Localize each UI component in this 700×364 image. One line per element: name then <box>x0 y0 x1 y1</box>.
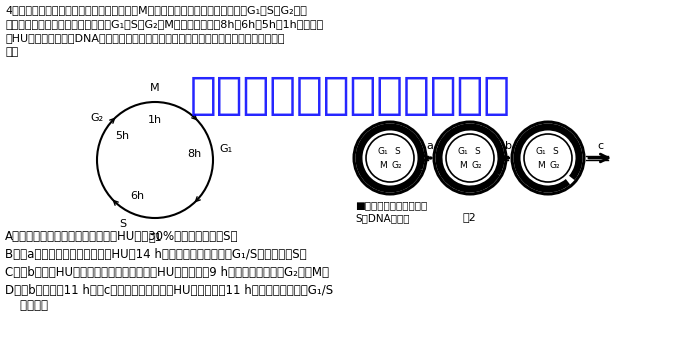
Text: 图1: 图1 <box>148 232 162 242</box>
Text: S: S <box>474 146 480 155</box>
Text: ■：表示细胞分布的时期: ■：表示细胞分布的时期 <box>355 200 427 210</box>
Text: b: b <box>505 141 512 151</box>
Text: 4．一个细胞周期可分为分裂间期和分裂期（M期）两个阶段，分裂间期又可分为G₁、S和G₂期，: 4．一个细胞周期可分为分裂间期和分裂期（M期）两个阶段，分裂间期又可分为G₁、S… <box>5 5 307 15</box>
Text: C．若b表示将HU洗脱，然后将细胞放于不加HU的培养液中9 h，细胞将全部处于G₂期和M期: C．若b表示将HU洗脱，然后将细胞放于不加HU的培养液中9 h，细胞将全部处于G… <box>5 266 329 279</box>
Text: G₂: G₂ <box>90 113 104 123</box>
Text: M: M <box>150 83 160 93</box>
Text: G₁: G₁ <box>458 146 468 155</box>
Text: M: M <box>379 161 387 170</box>
Text: D．若b过程处琉11 h后，c表示培养液中再加入HU，最少需要11 h所有细胞会都处于G₁/S: D．若b过程处琉11 h后，c表示培养液中再加入HU，最少需要11 h所有细胞会… <box>5 284 333 297</box>
Text: 6h: 6h <box>130 191 144 201</box>
Text: S: S <box>552 146 558 155</box>
Text: G₁: G₁ <box>220 144 232 154</box>
Text: S：DNA合成期: S：DNA合成期 <box>355 213 409 223</box>
Text: 期交界点: 期交界点 <box>5 299 48 312</box>
Text: G₁: G₁ <box>378 146 388 155</box>
Text: A．若培养液中只加入细胞、不加入HU，有30%的培养细胞处于S期: A．若培养液中只加入细胞、不加入HU，有30%的培养细胞处于S期 <box>5 230 239 243</box>
Text: S: S <box>119 219 126 229</box>
Text: 如图所示某种细胞处于细胞周期中，G₁、S、G₂、M经历时间依次为8h、6h、5h、1h．羟基脲: 如图所示某种细胞处于细胞周期中，G₁、S、G₂、M经历时间依次为8h、6h、5h… <box>5 19 323 29</box>
Text: G₁: G₁ <box>536 146 546 155</box>
Text: G₂: G₂ <box>392 161 402 170</box>
Text: c: c <box>597 141 603 151</box>
Text: M: M <box>537 161 545 170</box>
Text: B．若a表示培养液中加入细胞和HU，14 h后可使所有细胞都处于G₁/S期交界点和S期: B．若a表示培养液中加入细胞和HU，14 h后可使所有细胞都处于G₁/S期交界点… <box>5 248 307 261</box>
Text: G₂: G₂ <box>472 161 482 170</box>
Text: （HU）是一种可逆的DNA合成抑制剂，可实现众多细胞的细胞周期同步化．下列说法错误: （HU）是一种可逆的DNA合成抑制剂，可实现众多细胞的细胞周期同步化．下列说法错… <box>5 33 284 43</box>
Text: 5h: 5h <box>116 131 130 142</box>
Text: 图2: 图2 <box>462 212 476 222</box>
Text: G₂: G₂ <box>550 161 560 170</box>
Text: M: M <box>459 161 467 170</box>
Text: 8h: 8h <box>188 149 202 159</box>
Text: 的是: 的是 <box>5 47 18 57</box>
Text: a: a <box>426 141 433 151</box>
Text: S: S <box>394 146 400 155</box>
Text: 1h: 1h <box>148 115 162 125</box>
Text: 微信公众号关注，来找答案: 微信公众号关注，来找答案 <box>190 74 510 116</box>
